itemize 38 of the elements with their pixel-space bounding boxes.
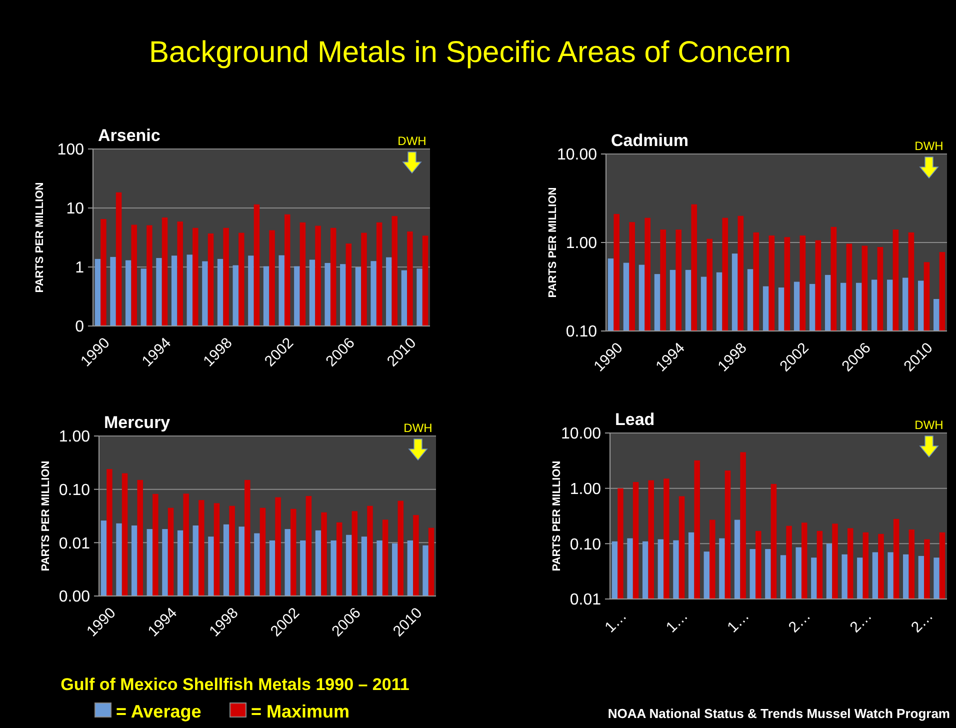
x-tick-label: 1… (724, 608, 753, 636)
y-axis-title: PARTS PER MILLION (34, 182, 46, 293)
text: DWH (914, 418, 944, 432)
x-tick-label: 1… (662, 608, 692, 636)
y-tick-label: 100 (57, 142, 84, 159)
text: NOAA National Status & Trends Mussel Watch Program (608, 706, 950, 721)
y-tick-label: 1.00 (566, 235, 598, 252)
y-tick-label: 0.00 (58, 588, 90, 606)
y-tick-label: 1 (75, 260, 84, 277)
text: Background Metals in Specific Areas of Concern (149, 36, 791, 69)
y-axis-title: PARTS PER MILLION (40, 460, 52, 572)
y-tick-label: 1.00 (58, 428, 90, 446)
chart-title: Mercury (104, 413, 171, 432)
y-tick-label: 0.10 (566, 324, 598, 341)
text: DWH (398, 134, 426, 148)
x-tick-label: 2… (908, 608, 937, 636)
chart-title: Arsenic (98, 126, 160, 145)
y-tick-label: 10.00 (560, 426, 602, 443)
y-tick-label: 0.01 (570, 592, 602, 609)
y-axis-title: PARTS PER MILLION (551, 460, 563, 572)
legend-label: = Maximum (251, 701, 350, 722)
chart-title: Lead (615, 410, 655, 429)
text: Gulf of Mexico Shellfish Metals 1990 – 2011 (60, 675, 410, 694)
text: DWH (404, 421, 432, 435)
y-tick-label: 0.10 (58, 482, 90, 499)
chart-title: Cadmium (611, 131, 688, 150)
x-tick-label: 2… (785, 608, 814, 636)
y-axis-title: PARTS PER MILLION (547, 187, 559, 298)
y-tick-label: 1.00 (570, 480, 602, 498)
x-tick-label: 1… (602, 608, 630, 636)
y-tick-label: 0.01 (58, 535, 90, 552)
y-tick-label: 0.10 (570, 536, 602, 554)
y-tick-label: 0 (75, 318, 84, 336)
x-tick-label: 2… (846, 608, 876, 636)
text: DWH (914, 139, 944, 153)
legend-label: = Average (116, 701, 202, 722)
y-tick-label: 10.00 (556, 146, 598, 164)
y-tick-label: 10 (66, 200, 84, 218)
